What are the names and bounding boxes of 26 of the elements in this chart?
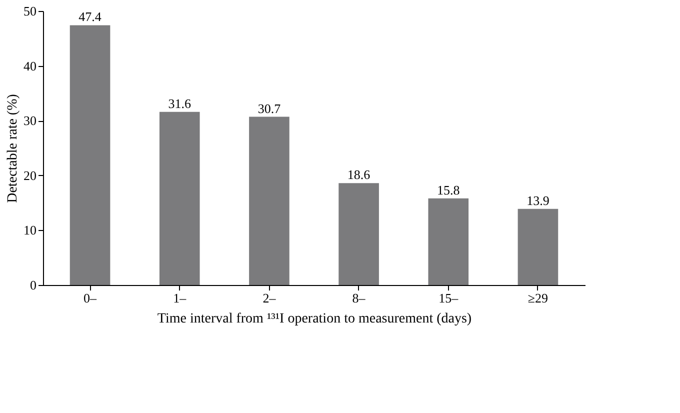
bar <box>338 183 379 285</box>
data-label: 13.9 <box>526 192 550 208</box>
bar <box>518 208 558 285</box>
bar <box>249 116 290 285</box>
y-tick-label: 0 <box>30 278 36 292</box>
y-axis-title: Detectable rate (%) <box>6 94 20 203</box>
bar <box>159 112 200 285</box>
y-tick-label: 40 <box>24 58 36 74</box>
data-label: 31.6 <box>168 96 192 111</box>
data-label: 15.8 <box>437 182 460 198</box>
bar <box>70 25 110 285</box>
data-label: 18.6 <box>347 167 371 182</box>
x-tick-label: 15– <box>438 290 459 306</box>
data-label: 47.4 <box>78 9 102 24</box>
bar <box>428 198 469 285</box>
y-tick-label: 10 <box>24 222 36 238</box>
y-tick-label: 20 <box>24 168 36 183</box>
x-tick-label: 2– <box>262 290 276 306</box>
x-axis-title: Time interval from ¹³¹I operation to measurement (days) <box>157 312 472 326</box>
x-tick-label: 1– <box>173 290 187 306</box>
y-tick-label: 30 <box>24 113 36 128</box>
y-tick-label: 50 <box>24 4 36 18</box>
x-tick-label: 0– <box>84 290 98 306</box>
x-tick-label: ≥29 <box>528 290 548 306</box>
data-label: 30.7 <box>258 100 282 116</box>
x-tick-label: 8– <box>352 290 366 306</box>
